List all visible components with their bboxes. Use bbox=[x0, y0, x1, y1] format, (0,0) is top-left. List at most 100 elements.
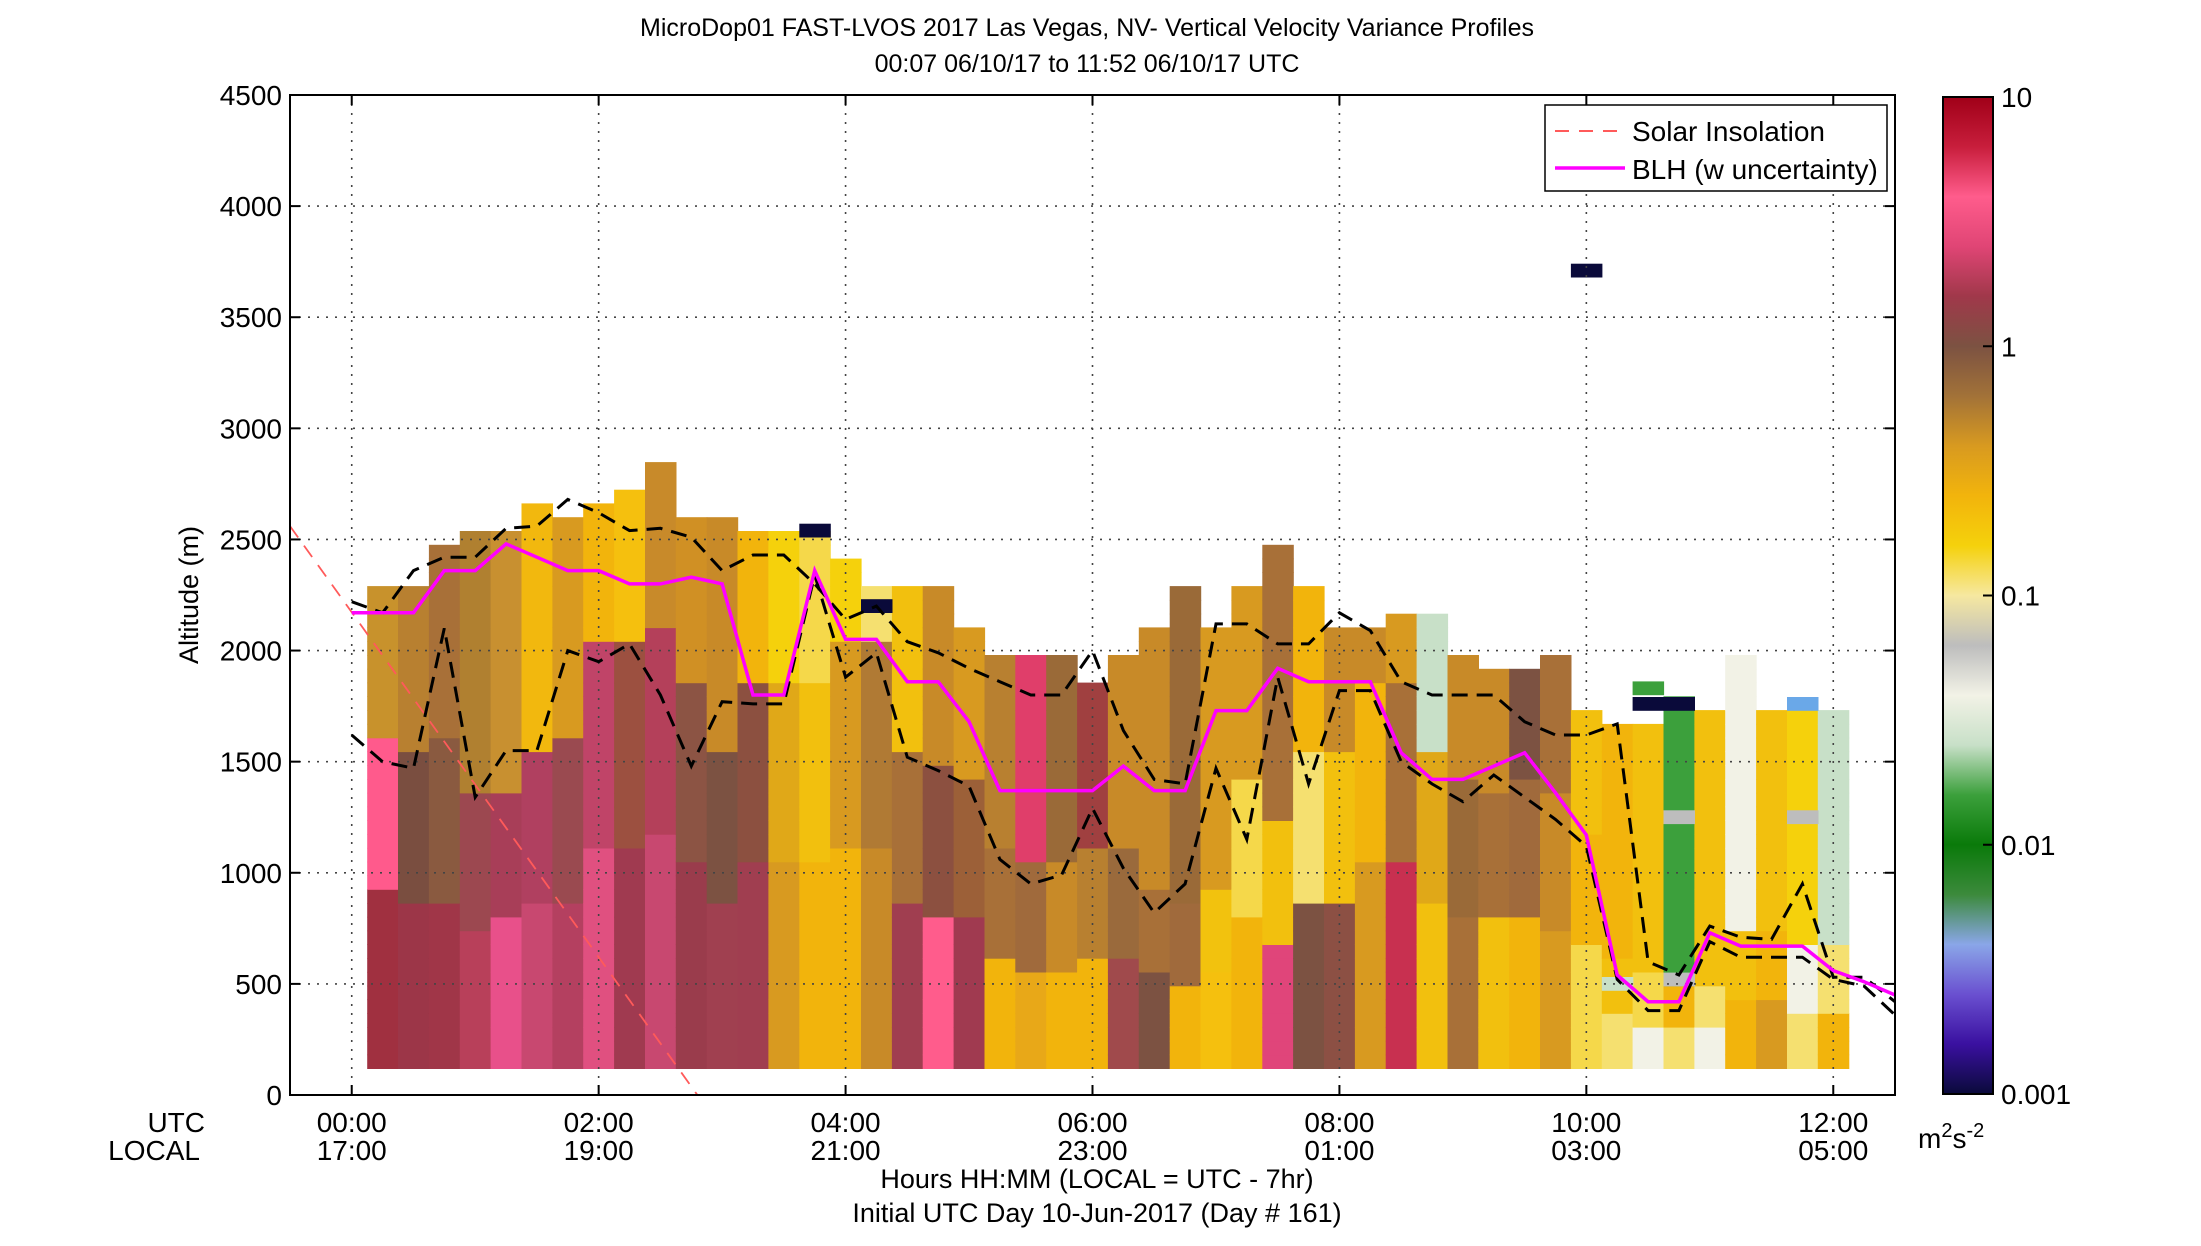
heatmap-cell bbox=[1570, 1054, 1603, 1069]
heatmap-cell bbox=[521, 916, 553, 932]
heatmap-cell bbox=[1046, 723, 1078, 739]
heatmap-cell bbox=[675, 792, 708, 808]
heatmap-cell bbox=[645, 1027, 677, 1042]
heatmap-cell bbox=[1694, 971, 1726, 987]
heatmap-cell bbox=[922, 1027, 955, 1042]
heatmap-cell bbox=[984, 1040, 1016, 1056]
heatmap-cell bbox=[799, 958, 831, 973]
heatmap-cell bbox=[799, 930, 831, 945]
heatmap-cell bbox=[1046, 751, 1078, 766]
heatmap-cell bbox=[1354, 861, 1387, 877]
heatmap-cell bbox=[521, 1054, 553, 1069]
heatmap-cell bbox=[490, 889, 523, 904]
heatmap-cell bbox=[1324, 627, 1356, 642]
heatmap-cell bbox=[1817, 958, 1850, 973]
heatmap-cell bbox=[1663, 958, 1695, 973]
heatmap-cell bbox=[1324, 668, 1356, 684]
heatmap-cell bbox=[799, 682, 831, 697]
heatmap-cell bbox=[1293, 820, 1325, 835]
heatmap-cell bbox=[1787, 737, 1819, 753]
heatmap-cell bbox=[1046, 916, 1078, 932]
heatmap-cell bbox=[737, 613, 769, 629]
heatmap-cell bbox=[1015, 655, 1047, 670]
x-tick-label-utc: 08:00 bbox=[1304, 1107, 1374, 1138]
heatmap-cell bbox=[1540, 710, 1572, 725]
heatmap-cell bbox=[459, 944, 492, 959]
heatmap-cell bbox=[645, 613, 677, 629]
heatmap-cell bbox=[459, 847, 492, 863]
heatmap-cell bbox=[706, 723, 739, 739]
heatmap-cell bbox=[1046, 806, 1078, 821]
heatmap-cell bbox=[1262, 544, 1294, 560]
heatmap-cell bbox=[1138, 875, 1171, 890]
heatmap-cell bbox=[1015, 820, 1047, 835]
heatmap-cell bbox=[614, 668, 646, 684]
heatmap-cell bbox=[521, 792, 553, 808]
heatmap-cell bbox=[768, 847, 800, 863]
x-tick-label-local: 03:00 bbox=[1551, 1135, 1621, 1166]
heatmap-cell bbox=[768, 903, 800, 918]
heatmap-cell bbox=[459, 710, 492, 725]
heatmap-cell bbox=[1138, 861, 1171, 877]
heatmap-cell bbox=[1817, 1027, 1850, 1042]
heatmap-cell bbox=[1015, 916, 1047, 932]
heatmap-cell bbox=[1169, 751, 1202, 766]
heatmap-cell bbox=[1725, 779, 1757, 794]
heatmap-cell bbox=[490, 668, 523, 684]
heatmap-cell bbox=[1725, 723, 1757, 739]
heatmap-cell bbox=[1509, 861, 1541, 877]
heatmap-cell bbox=[706, 847, 739, 863]
heatmap-cell bbox=[1138, 1054, 1171, 1069]
heatmap-cell bbox=[367, 903, 399, 918]
heatmap-cell bbox=[891, 710, 924, 725]
heatmap-cell bbox=[1231, 1013, 1263, 1028]
heatmap-cell bbox=[768, 792, 800, 808]
heatmap-cell bbox=[799, 627, 831, 642]
heatmap-cell bbox=[1138, 668, 1171, 684]
heatmap-cell bbox=[1725, 971, 1757, 987]
heatmap-cell-isolated bbox=[1632, 681, 1665, 696]
heatmap-cell bbox=[675, 723, 708, 739]
heatmap-cell bbox=[1787, 1027, 1819, 1042]
heatmap-cell bbox=[1138, 930, 1171, 945]
heatmap-cell bbox=[1200, 875, 1232, 890]
heatmap-cell bbox=[583, 971, 615, 987]
heatmap-cell bbox=[428, 765, 461, 780]
heatmap-cell bbox=[1015, 696, 1047, 711]
heatmap-cell bbox=[737, 1054, 769, 1069]
heatmap-cell bbox=[768, 558, 800, 573]
heatmap-cell bbox=[984, 1054, 1016, 1069]
heatmap-cell bbox=[428, 930, 461, 945]
grid-lines bbox=[290, 95, 1895, 1095]
heatmap-cell bbox=[768, 916, 800, 932]
heatmap-cell bbox=[861, 930, 893, 945]
heatmap-cell bbox=[922, 971, 955, 987]
heatmap-cell bbox=[1385, 958, 1418, 973]
heatmap-cell bbox=[1817, 847, 1850, 863]
heatmap-cell bbox=[1756, 903, 1788, 918]
heatmap-cell bbox=[1725, 765, 1757, 780]
heatmap-cell bbox=[737, 531, 769, 546]
heatmap-cell bbox=[861, 779, 893, 794]
heatmap-cell bbox=[552, 1013, 584, 1028]
heatmap-cell bbox=[1385, 971, 1418, 987]
heatmap-cell bbox=[1509, 682, 1541, 697]
heatmap-cell bbox=[1817, 806, 1850, 821]
heatmap-cell bbox=[861, 861, 893, 877]
heatmap-cell bbox=[861, 696, 893, 711]
heatmap-cell bbox=[614, 544, 646, 560]
heatmap-cell bbox=[1262, 737, 1294, 753]
heatmap-cell bbox=[1478, 710, 1510, 725]
heatmap-cell bbox=[583, 985, 615, 1001]
heatmap-cell bbox=[1169, 641, 1202, 656]
heatmap-cell bbox=[1293, 889, 1325, 904]
heatmap-cell bbox=[1293, 916, 1325, 932]
heatmap-cell bbox=[552, 944, 584, 959]
heatmap-cell bbox=[459, 655, 492, 670]
heatmap-cell bbox=[614, 517, 646, 532]
heatmap-cell bbox=[1478, 723, 1510, 739]
y-tick-label: 2000 bbox=[220, 636, 282, 667]
heatmap-cell bbox=[645, 627, 677, 642]
heatmap-cell bbox=[459, 999, 492, 1014]
heatmap-cell bbox=[1046, 889, 1078, 904]
